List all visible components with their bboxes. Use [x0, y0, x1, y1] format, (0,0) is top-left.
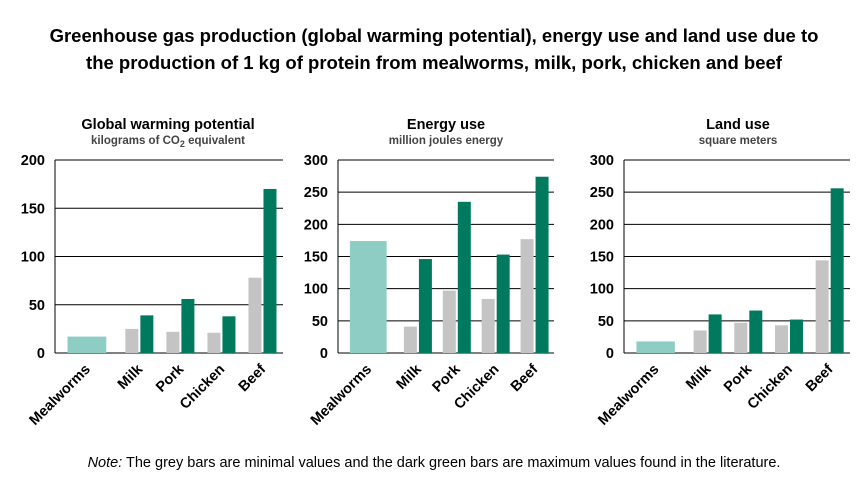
bar-mealworms [67, 336, 107, 353]
chart-title: Land use [706, 117, 770, 133]
y-tick-label: 250 [590, 185, 614, 201]
x-tick-label: Mealworms [308, 362, 375, 429]
chart-subtitle-text: kilograms of CO [91, 135, 180, 147]
chart-subtitle-text-end: equivalent [185, 135, 245, 147]
x-tick-label: Mealworms [595, 362, 662, 429]
bar-max-milk [418, 259, 432, 353]
bar-max-pork [181, 298, 195, 353]
footnote-text: The grey bars are minimal values and the… [122, 455, 781, 471]
chart-subtitle: kilograms of CO2 equivalent [91, 135, 245, 149]
main-title-line-1: Greenhouse gas production (global warmin… [49, 25, 819, 46]
bar-max-milk [708, 314, 722, 353]
bar-min-chicken [481, 298, 495, 353]
chart-title: Global warming potential [81, 117, 254, 133]
bar-max-milk [140, 315, 154, 353]
y-tick-label: 100 [590, 282, 614, 298]
bar-max-beef [830, 188, 844, 353]
bar-max-beef [263, 188, 277, 353]
y-tick-label: 0 [37, 346, 45, 362]
chart-subtitle-subscript: 2 [180, 139, 185, 149]
chart-subtitle-text: million joules energy [389, 135, 504, 147]
main-title: Greenhouse gas production (global warmin… [0, 22, 868, 76]
x-tick-label: Beef [236, 361, 270, 395]
main-title-line-2: the production of 1 kg of protein from m… [86, 52, 782, 73]
bar-min-beef [248, 277, 262, 353]
x-tick-label: Milk [393, 361, 425, 393]
x-tick-label: Chicken [745, 362, 796, 413]
y-tick-label: 300 [590, 153, 614, 169]
chart-subtitle-text: square meters [699, 135, 778, 147]
bar-max-chicken [222, 316, 236, 353]
chart-subtitle: square meters [699, 135, 778, 147]
y-tick-label: 250 [304, 185, 328, 201]
bar-min-milk [125, 328, 139, 353]
bar-max-pork [749, 310, 763, 353]
bar-min-pork [442, 290, 456, 353]
y-tick-label: 0 [606, 346, 614, 362]
y-tick-label: 50 [598, 314, 614, 330]
y-tick-label: 150 [304, 250, 328, 266]
y-tick-label: 200 [21, 153, 45, 169]
bar-min-pork [734, 322, 748, 353]
y-tick-label: 0 [320, 346, 328, 362]
y-tick-label: 200 [304, 217, 328, 233]
bar-min-beef [815, 260, 829, 353]
y-tick-label: 150 [590, 250, 614, 266]
bar-min-chicken [774, 325, 788, 353]
bar-min-beef [520, 239, 534, 353]
x-tick-label: Pork [153, 361, 188, 396]
bar-max-beef [535, 176, 549, 353]
x-tick-label: Pork [721, 361, 756, 396]
y-tick-label: 50 [312, 314, 328, 330]
x-tick-label: Pork [430, 361, 465, 396]
bar-min-milk [403, 326, 417, 353]
y-tick-label: 200 [590, 217, 614, 233]
y-tick-label: 100 [304, 282, 328, 298]
chart-title: Energy use [407, 117, 485, 133]
bar-mealworms [636, 341, 675, 353]
chart-panel-3: Land use square meters 0 50 100 150 200 250 300 M… [590, 117, 850, 429]
x-tick-label: Milk [115, 361, 147, 393]
bar-mealworms [349, 241, 387, 353]
x-tick-label: Beef [508, 361, 542, 395]
y-tick-label: 150 [21, 201, 45, 217]
bar-max-chicken [496, 254, 510, 353]
y-tick-label: 300 [304, 153, 328, 169]
x-tick-label: Mealworms [27, 362, 94, 429]
chart-panel-2: Energy use million joules energy 0 50 100 150… [304, 117, 554, 429]
bar-min-pork [166, 331, 180, 353]
footnote: Note: The grey bars are minimal values a… [0, 455, 868, 471]
y-tick-label: 100 [21, 250, 45, 266]
y-tick-label: 50 [29, 298, 45, 314]
bar-min-chicken [207, 332, 221, 353]
bar-max-chicken [789, 319, 803, 353]
bar-min-milk [693, 330, 707, 353]
bar-max-pork [457, 201, 471, 353]
x-tick-label: Chicken [177, 362, 228, 413]
x-tick-label: Beef [803, 361, 837, 395]
x-tick-label: Milk [683, 361, 715, 393]
footnote-label: Note: [87, 455, 123, 471]
chart-subtitle: million joules energy [389, 135, 504, 147]
